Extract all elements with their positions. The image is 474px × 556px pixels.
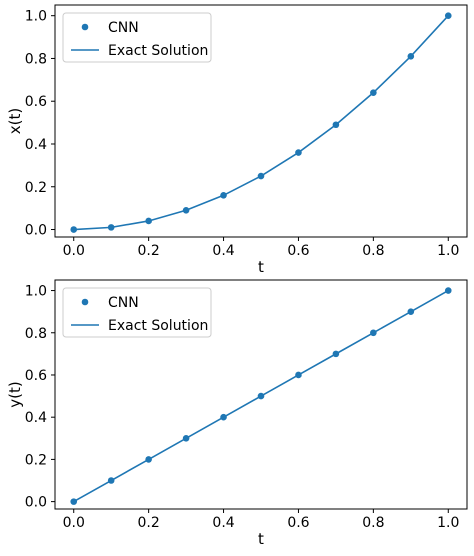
legend: CNN Exact Solution — [62, 12, 212, 63]
y-tick-label: 0.8 — [25, 51, 47, 67]
legend-box — [62, 287, 212, 338]
y-tick-label: 0.6 — [25, 94, 47, 110]
x-tick-label: 1.0 — [437, 243, 459, 259]
y-tick-label: 0.2 — [25, 452, 47, 468]
legend-marker-swatch — [81, 298, 89, 306]
legend-box — [62, 12, 212, 63]
x-tick-label: 0.8 — [362, 243, 384, 259]
y-tick-label: 0.6 — [25, 368, 47, 384]
legend-marker-swatch — [81, 23, 89, 31]
y-tick-label: 0.4 — [25, 410, 47, 426]
legend-label: CNN — [108, 20, 139, 36]
y-tick-label: 1.0 — [25, 284, 47, 300]
x-tick-label: 0.0 — [63, 243, 85, 259]
y-axis-label: x(t) — [6, 108, 24, 134]
chart-panel-1: 0.0 0.2 0.4 0.6 0.8 1.0 0.0 0.2 0.4 0.6 0.8 1.0 t x(t… — [6, 4, 468, 276]
x-tick-label: 0.8 — [362, 515, 384, 531]
x-tick-label: 0.6 — [287, 243, 309, 259]
x-tick-label: 1.0 — [437, 515, 459, 531]
y-tick-label: 0.4 — [25, 137, 47, 153]
legend: CNN Exact Solution — [62, 287, 212, 338]
x-tick-label: 0.2 — [138, 243, 160, 259]
axes-frame — [54, 4, 468, 238]
x-axis-label: t — [258, 530, 264, 548]
x-tick-label: 0.2 — [138, 515, 160, 531]
series-line-exact-solution — [73, 15, 449, 231]
data-point-cnn — [444, 287, 452, 294]
chart-panel-2: 0.0 0.2 0.4 0.6 0.8 1.0 0.0 0.2 0.4 0.6 0.8 1.0 t y(t… — [6, 279, 468, 548]
legend-label: CNN — [108, 295, 139, 311]
series-line-exact-solution — [73, 289, 449, 503]
x-tick-label: 0.0 — [63, 515, 85, 531]
y-tick-label: 0.0 — [25, 495, 47, 511]
x-tick-label: 0.4 — [212, 243, 234, 259]
data-point-cnn — [70, 498, 78, 505]
data-point-cnn — [70, 226, 78, 233]
y-tick-label: 0.0 — [25, 223, 47, 239]
y-axis-label: y(t) — [6, 381, 24, 407]
legend-label: Exact Solution — [108, 43, 208, 59]
x-axis-label: t — [258, 258, 264, 276]
legend-label: Exact Solution — [108, 318, 208, 334]
y-tick-label: 0.2 — [25, 180, 47, 196]
x-tick-label: 0.6 — [287, 515, 309, 531]
y-tick-label: 1.0 — [25, 9, 47, 25]
x-tick-label: 0.4 — [212, 515, 234, 531]
y-tick-label: 0.8 — [25, 326, 47, 342]
axes-frame — [54, 279, 468, 510]
